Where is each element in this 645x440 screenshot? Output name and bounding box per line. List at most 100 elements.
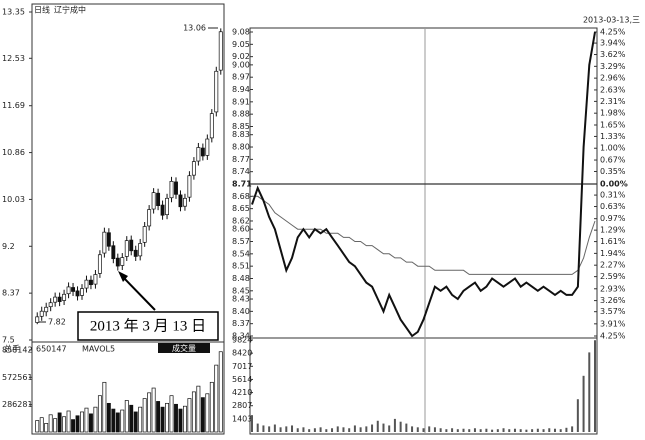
volume-bar — [468, 429, 471, 432]
volume-bar — [302, 427, 305, 432]
volume-bar — [365, 426, 368, 432]
candle-body — [147, 209, 152, 227]
y-tick-label: 8.40 — [232, 307, 250, 316]
daily-title: 日线 — [34, 5, 50, 15]
volume-bar — [35, 420, 40, 433]
callout-text: 2013 年 3 月 13 日 — [90, 317, 206, 334]
volume-bar — [559, 429, 562, 432]
y-tick-label: 10.86 — [2, 148, 25, 157]
volume-bar — [160, 406, 165, 433]
y2-tick-label: 0.63% — [600, 202, 626, 211]
y2-tick-label: 1.29% — [600, 226, 626, 235]
volume-bar — [218, 351, 223, 433]
candle-body — [151, 192, 156, 210]
y2-tick-label: 2.31% — [600, 97, 626, 106]
volume-bar — [456, 429, 459, 432]
volume-bar — [496, 429, 499, 432]
volume-bar — [508, 429, 511, 432]
volume-bar — [553, 428, 556, 432]
volume-bar — [382, 423, 385, 432]
volume-bar — [129, 404, 134, 433]
volume-bar — [525, 429, 528, 432]
volume-bar — [39, 417, 44, 433]
y-tick-label: 8.85 — [232, 122, 250, 131]
volume-tick-label: 286281 — [2, 400, 33, 409]
candle-body — [174, 181, 178, 195]
volume-bar — [571, 426, 574, 432]
volume-bar — [388, 425, 391, 432]
y2-tick-label: 3.94% — [600, 39, 626, 48]
volume-bar — [53, 418, 58, 433]
volume-bar — [519, 429, 522, 432]
candle-body — [84, 279, 89, 289]
callout-box — [77, 311, 219, 341]
volume-bar — [393, 418, 396, 432]
intraday-frame — [249, 27, 598, 435]
y-tick-label: 9.00 — [232, 60, 250, 69]
y2-tick-label: 2.59% — [600, 272, 626, 281]
volume-tick-label: 8420 — [232, 349, 252, 358]
volume-button-text[interactable]: 成交量 — [172, 343, 196, 353]
y-tick-label: 8.94 — [232, 85, 250, 94]
volume-tick-label: 858142 — [2, 346, 33, 355]
candle-body — [71, 287, 75, 292]
volume-bar — [336, 426, 339, 432]
volume-tick-label: 2807 — [232, 401, 252, 410]
volume-bar — [205, 393, 210, 433]
volume-bar — [531, 429, 534, 432]
y-tick-label: 8.71 — [232, 180, 252, 189]
y2-tick-label: 1.98% — [600, 109, 626, 118]
volume-bar — [582, 375, 585, 432]
y-tick-label: 8.62 — [232, 216, 250, 225]
volume-bar — [156, 401, 161, 433]
volume-bar — [485, 428, 488, 432]
candle-body — [93, 274, 98, 285]
volume-bar — [89, 413, 93, 433]
volume-bar — [120, 409, 125, 433]
volume-bar — [183, 405, 187, 433]
y-tick-label: 9.08 — [232, 28, 250, 37]
stock-name: 辽宁成中 — [54, 5, 86, 15]
volume-bar — [576, 399, 579, 432]
volume-bar — [66, 410, 71, 433]
y-tick-label: 8.34 — [232, 332, 250, 341]
volume-bar — [405, 423, 408, 432]
volume-bar — [84, 407, 89, 433]
volume-bar — [97, 395, 102, 433]
volume-bar — [565, 427, 568, 432]
candle-body — [209, 113, 214, 139]
volume-bar — [196, 385, 201, 433]
volume-bar — [285, 426, 288, 432]
intraday-title: 2013-03-13,三 — [583, 16, 640, 25]
volume-bar — [147, 392, 152, 433]
volume-tick-label: 7017 — [232, 362, 252, 371]
volume-bar — [57, 412, 62, 433]
y2-tick-label: 0.31% — [600, 191, 626, 200]
candle-body — [178, 194, 183, 208]
volume-bar — [71, 419, 75, 433]
candle-body — [102, 231, 107, 254]
candle-body — [214, 70, 219, 113]
candle-body — [89, 279, 93, 286]
volume-bar — [462, 428, 465, 432]
volume-bar — [296, 428, 299, 432]
volume-ma: MAVOL5 — [82, 345, 115, 354]
volume-bar — [279, 427, 282, 432]
y-tick-label: 10.03 — [2, 195, 25, 204]
volume-bar — [342, 427, 345, 432]
y2-tick-label: 1.00% — [600, 144, 626, 153]
candle-body — [62, 293, 67, 301]
y-tick-label: 8.80 — [232, 143, 250, 152]
volume-bar — [151, 387, 156, 433]
candle-body — [111, 245, 116, 260]
volume-button[interactable] — [158, 343, 210, 353]
y-tick-label: 8.37 — [232, 319, 250, 328]
volume-bar — [399, 421, 402, 432]
y2-tick-label: 3.29% — [600, 62, 626, 71]
volume-bar — [169, 395, 174, 433]
y-tick-label: 8.77 — [232, 155, 250, 164]
candle-body — [191, 161, 196, 176]
y-tick-label: 8.48 — [232, 274, 250, 283]
